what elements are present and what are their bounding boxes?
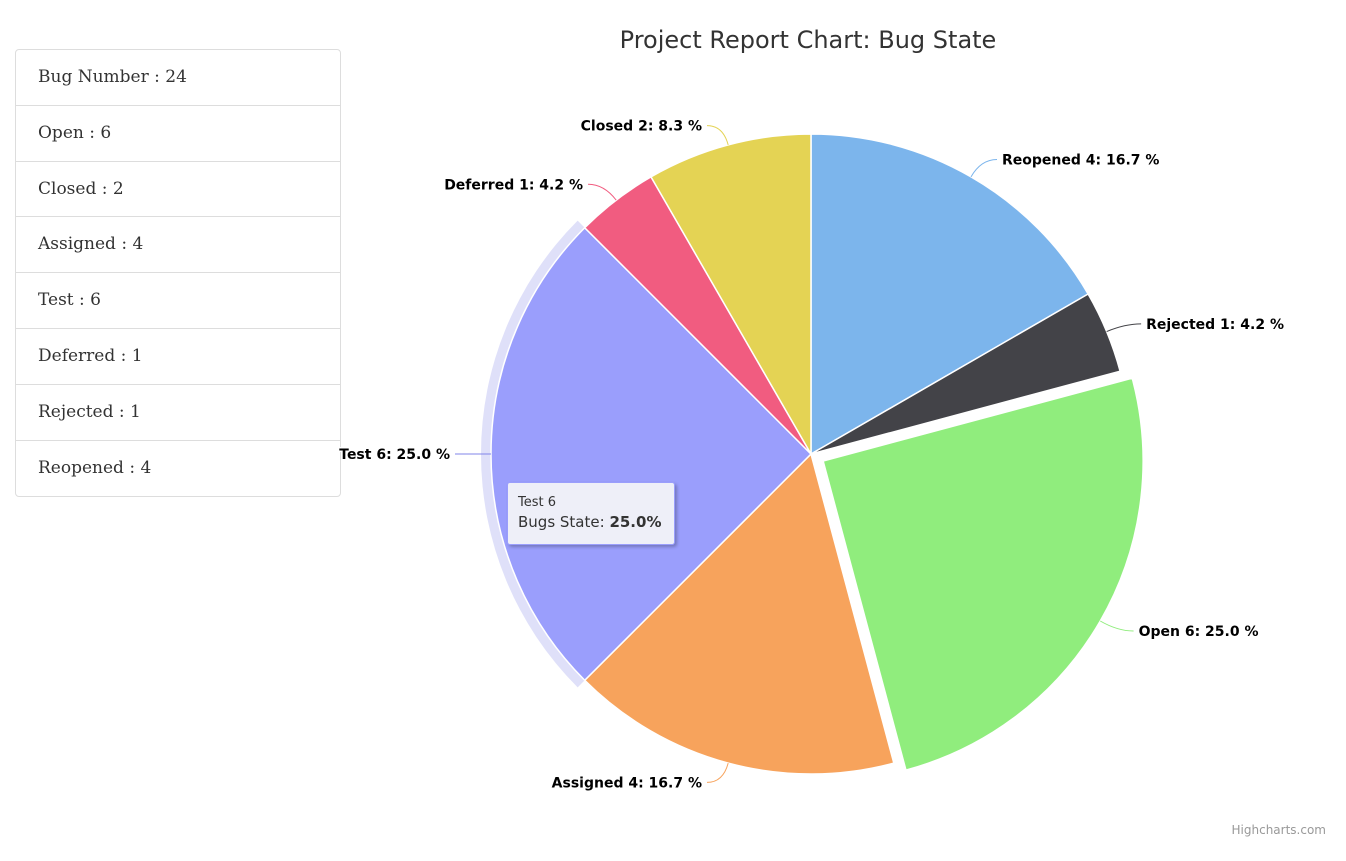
highcharts-credits-link[interactable]: Highcharts.com (1231, 823, 1326, 837)
tooltip-series-label: Bugs State: (518, 513, 610, 531)
summary-item-deferred: Deferred : 1 (16, 329, 340, 385)
data-label-assigned: Assigned 4: 16.7 % (552, 775, 702, 791)
tooltip-body: Bugs State: 25.0% (518, 512, 664, 532)
data-label-connector-closed (706, 125, 729, 146)
data-label-connector-deferred (588, 183, 617, 201)
pie-slice-test[interactable] (490, 226, 812, 682)
summary-item-rejected: Rejected : 1 (16, 385, 340, 441)
pie-slice-closed[interactable] (650, 133, 812, 455)
data-label-test: Test 6: 25.0 % (339, 447, 450, 463)
data-label-open: Open 6: 25.0 % (1139, 624, 1259, 640)
summary-item-bug-number: Bug Number : 24 (16, 50, 340, 106)
summary-item-closed: Closed : 2 (16, 162, 340, 218)
tooltip-value: 25.0% (609, 513, 662, 531)
data-label-connector-rejected (1106, 323, 1142, 333)
summary-item-test: Test : 6 (16, 273, 340, 329)
pie-slice-open[interactable] (822, 377, 1144, 771)
bug-summary-list: Bug Number : 24 Open : 6 Closed : 2 Assi… (15, 49, 341, 498)
summary-item-reopened: Reopened : 4 (38, 457, 152, 478)
pie-slice-reopened[interactable] (810, 133, 1089, 455)
summary-item-open: Open : 6 (16, 106, 340, 162)
pie-slices (481, 133, 1144, 775)
summary-item-assigned: Assigned : 4 (16, 217, 340, 274)
data-label-reopened: Reopened 4: 16.7 % (1002, 153, 1159, 169)
chart-tooltip: Test 6 Bugs State: 25.0% (507, 482, 675, 545)
data-label-rejected: Rejected 1: 4.2 % (1146, 317, 1284, 333)
pie-slice-test-halo (481, 220, 585, 688)
data-label-connector-open (1100, 620, 1134, 632)
data-label-connector-assigned (706, 762, 729, 783)
data-label-closed: Closed 2: 8.3 % (581, 119, 702, 135)
pie-slice-assigned[interactable] (583, 453, 895, 775)
data-label-deferred: Deferred 1: 4.2 % (444, 177, 583, 193)
pie-data-labels: Reopened 4: 16.7 % Rejected 1: 4.2 % Open … (338, 117, 1286, 793)
tooltip-header: Test 6 (518, 495, 557, 510)
data-label-connector-reopened (970, 159, 998, 178)
chart-title: Project Report Chart: Bug State (620, 26, 997, 54)
